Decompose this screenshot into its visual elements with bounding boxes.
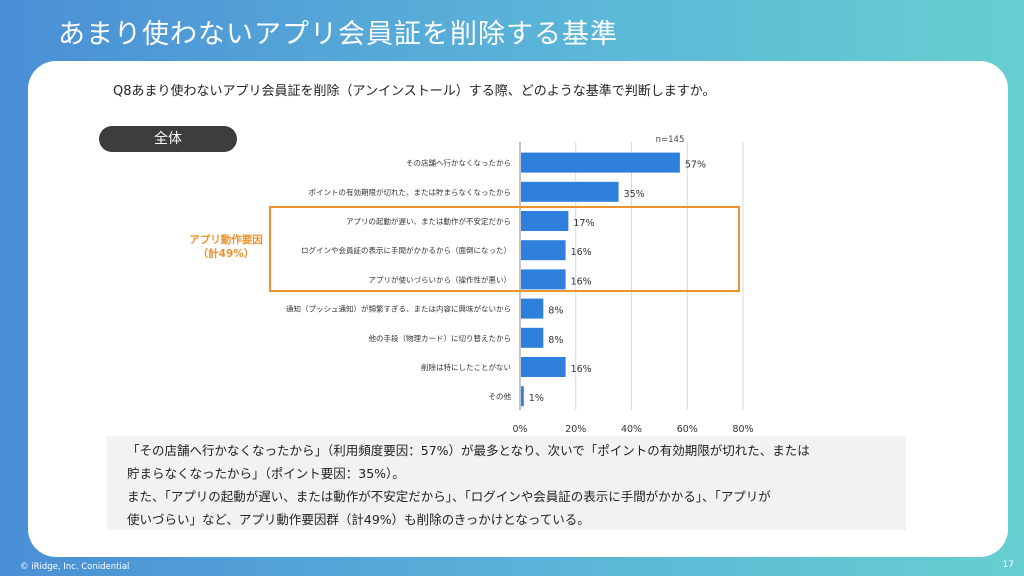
bar (521, 298, 544, 319)
x-tick-label: 80% (732, 424, 753, 435)
footer-copyright: © iRidge, Inc. Conidential (20, 562, 130, 572)
bar (521, 181, 619, 202)
bar (521, 240, 566, 261)
bar (521, 357, 566, 377)
category-label: アプリの起動が遅い、または動作が不安定だから (346, 216, 511, 226)
bar (521, 152, 680, 173)
segment-pill: 全体 (99, 126, 237, 152)
chart-bars (521, 152, 680, 407)
summary-box: 「その店舗へ行かなくなったから」（利用頻度要因：57%）が最多となり、次いで「ポ… (107, 436, 906, 530)
bar (521, 269, 566, 290)
value-label: 16% (571, 364, 592, 375)
group-label-line1: アプリ動作要因 (189, 234, 263, 246)
sample-size-label: n=145 (656, 135, 685, 145)
category-label: アプリが使いづらいから（操作性が悪い） (369, 274, 512, 284)
x-tick-label: 60% (677, 424, 698, 435)
category-label: その他 (489, 391, 512, 401)
page-number: 17 (1002, 560, 1014, 570)
question-text: Q8あまり使わないアプリ会員証を削除（アンインストール）する際、どのような基準で… (113, 84, 716, 99)
x-tick-label: 40% (621, 424, 642, 435)
value-label: 8% (548, 335, 563, 346)
value-label: 16% (571, 247, 592, 258)
app-behavior-group-box (269, 206, 740, 292)
slide-title: あまり使わないアプリ会員証を削除する基準 (58, 19, 618, 50)
category-label: ポイントの有効期限が切れた、または貯まらなくなったから (309, 187, 512, 197)
app-behavior-group-label: アプリ動作要因 （計49%） (170, 233, 282, 261)
category-label: 他の手段（物理カード）に切り替えたから (369, 333, 512, 343)
category-label: 削除は特にしたことがない (421, 362, 511, 372)
summary-line-2: 貯まらなくなったから」（ポイント要因：35%）。 (127, 466, 405, 481)
category-label: 通知（プッシュ通知）が頻繁すぎる、または内容に興味がないから (286, 304, 511, 314)
x-tick-label: 0% (512, 424, 527, 435)
x-tick-label: 20% (565, 424, 586, 435)
summary-line-1: 「その店舗へ行かなくなったから」（利用頻度要因：57%）が最多となり、次いで「ポ… (127, 443, 810, 458)
value-label: 17% (573, 218, 594, 229)
bar (521, 211, 569, 231)
value-label: 1% (529, 393, 544, 404)
value-label: 35% (624, 189, 645, 200)
summary-line-3: また、「アプリの起動が遅い、または動作が不安定だから」、「ログインや会員証の表示… (127, 489, 771, 504)
value-label: 8% (548, 306, 563, 317)
bar (521, 327, 544, 348)
category-label: その店舗へ行かなくなったから (406, 158, 511, 168)
group-label-line2: （計49%） (197, 248, 255, 260)
value-label: 16% (571, 276, 592, 287)
chart-labels: 0% 20% 40% 60% 80% n=145 その店舗へ行かなくなったから 57% ポイント… (286, 135, 754, 435)
bar (521, 386, 524, 407)
category-label: ログインや会員証の表示に手間がかかるから（面倒になった） (301, 245, 511, 255)
summary-line-4: 使いづらい」など、アプリ動作要因群（計49%）も削除のきっかけとなっている。 (127, 512, 590, 527)
value-label: 57% (685, 160, 706, 171)
